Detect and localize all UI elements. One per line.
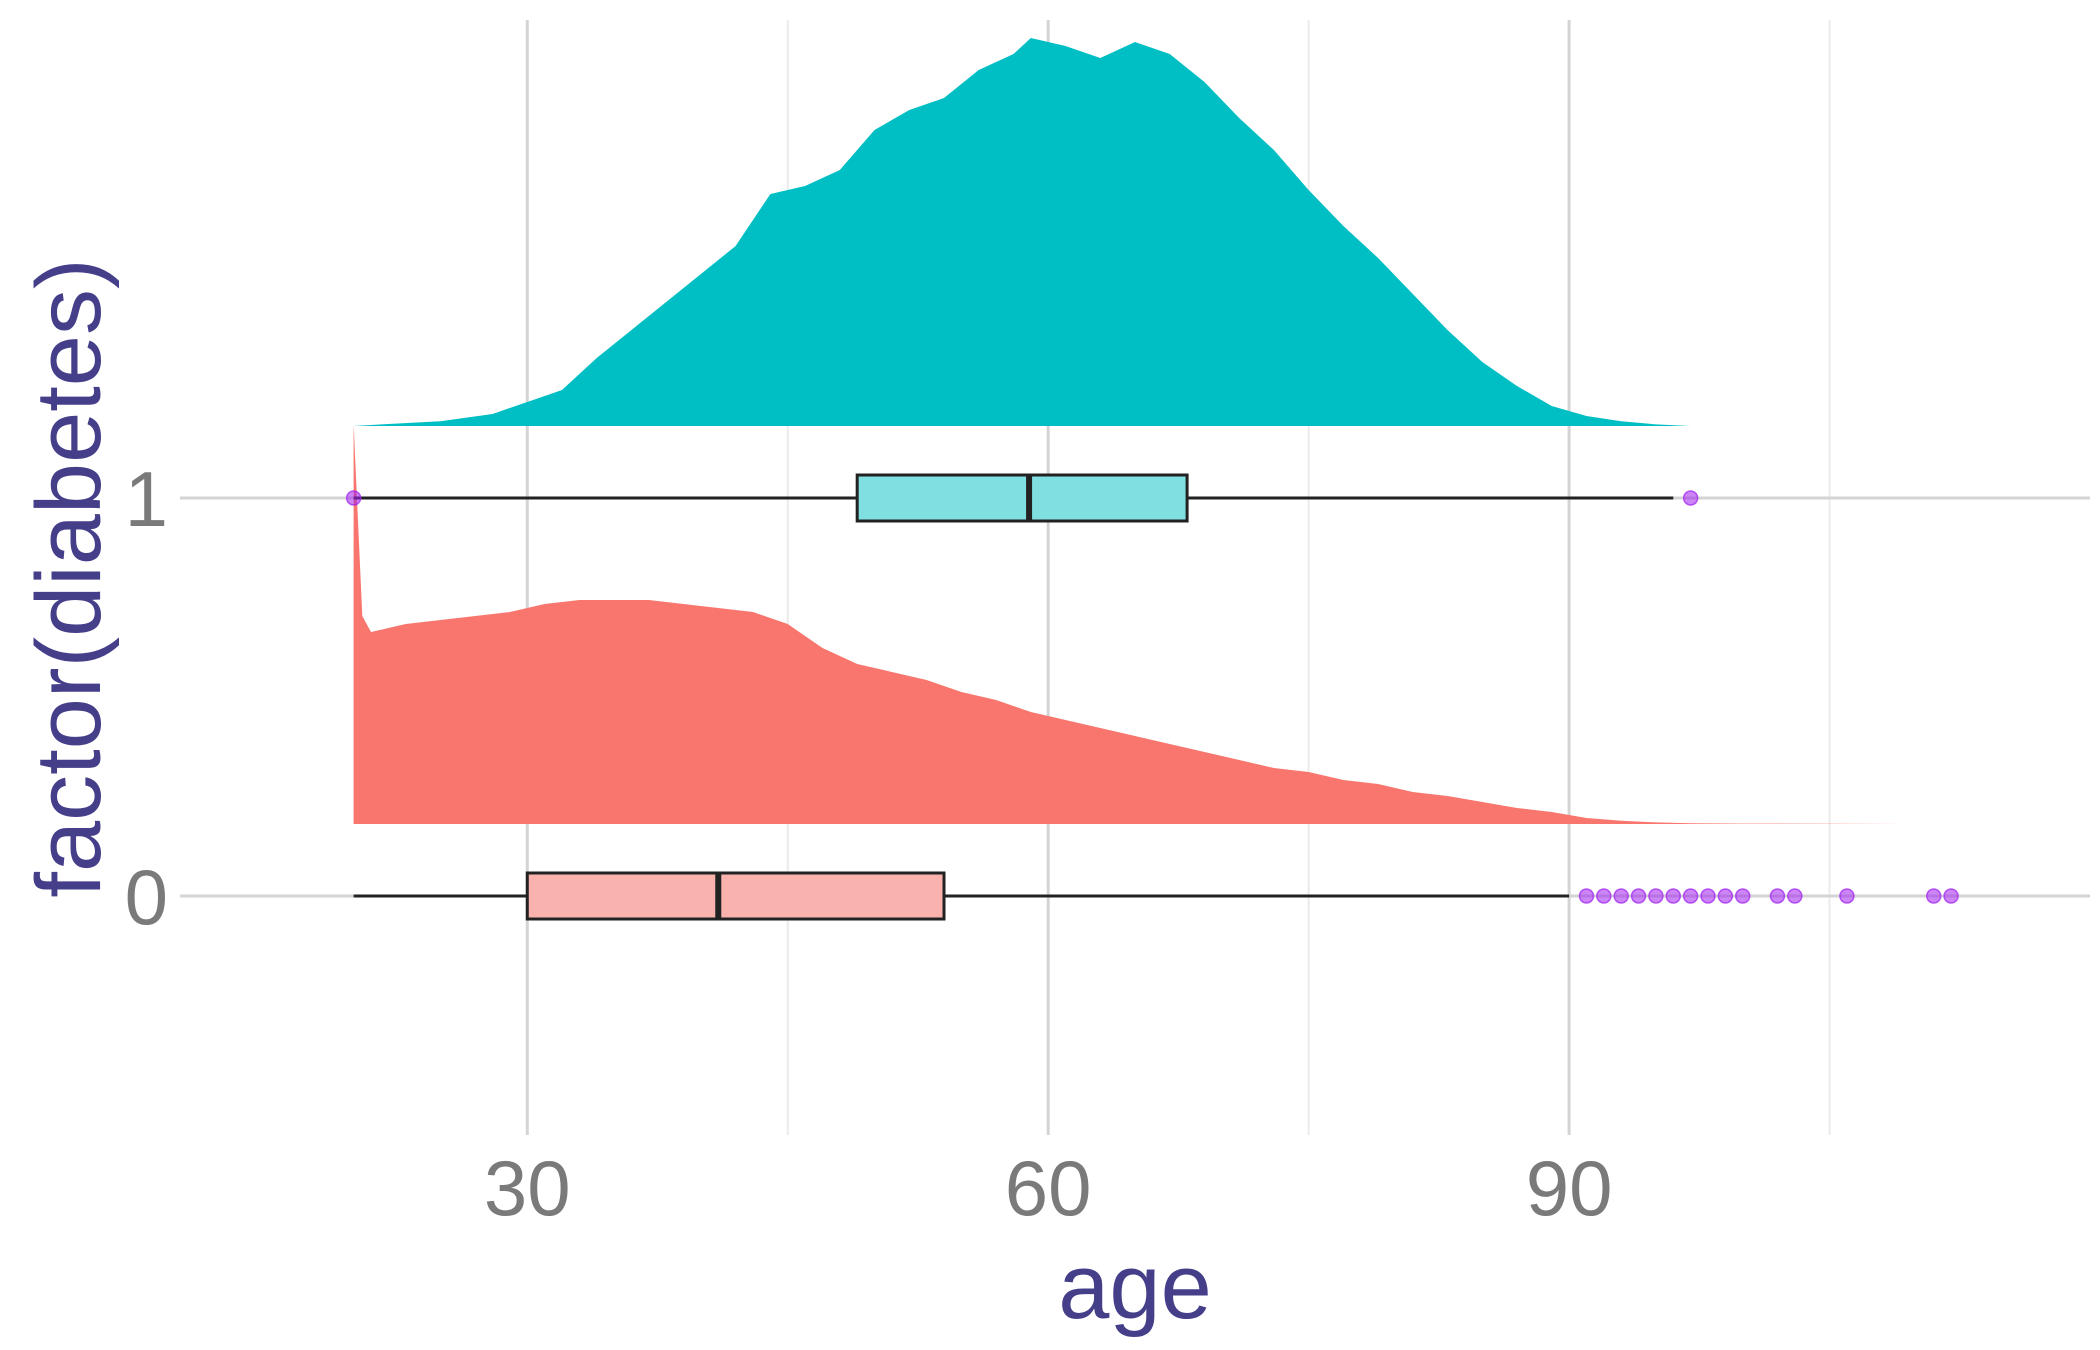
outlier-point: [1717, 888, 1734, 904]
outlier-point: [1682, 888, 1699, 904]
x-tick-label: 30: [484, 1144, 571, 1232]
x-tick-label: 90: [1526, 1144, 1613, 1232]
y-tick-label: 1: [125, 455, 168, 543]
density-area-0: [353, 424, 1934, 824]
outlier-point: [1734, 888, 1751, 904]
boxplot-layer: [353, 473, 1674, 921]
outlier-point: [1925, 888, 1942, 904]
tick-label-layer: 30 60 90 0 1: [125, 455, 1613, 1232]
density-area-1: [353, 38, 1691, 426]
outlier-point: [1682, 490, 1699, 506]
outlier-point: [1839, 888, 1855, 904]
outlier-point: [1787, 888, 1803, 904]
outlier-point: [1700, 888, 1716, 904]
outlier-point: [1630, 888, 1647, 904]
outlier-point: [1596, 888, 1612, 904]
density-layer: [353, 38, 1934, 824]
outlier-layer: [345, 490, 1959, 904]
y-tick-label: 0: [125, 853, 168, 941]
box-1: [855, 473, 1189, 523]
outlier-point: [1648, 888, 1664, 904]
outlier-point: [1769, 888, 1786, 904]
x-tick-label: 60: [1005, 1144, 1092, 1232]
outlier-point: [1943, 888, 1959, 904]
outlier-point: [1613, 888, 1629, 904]
outlier-point: [345, 490, 362, 506]
outlier-point: [1578, 888, 1595, 904]
box-0: [525, 871, 946, 921]
x-axis-title: age: [1058, 1236, 1212, 1338]
outlier-point: [1665, 888, 1682, 904]
y-axis-title: factor(diabetes): [18, 258, 120, 897]
